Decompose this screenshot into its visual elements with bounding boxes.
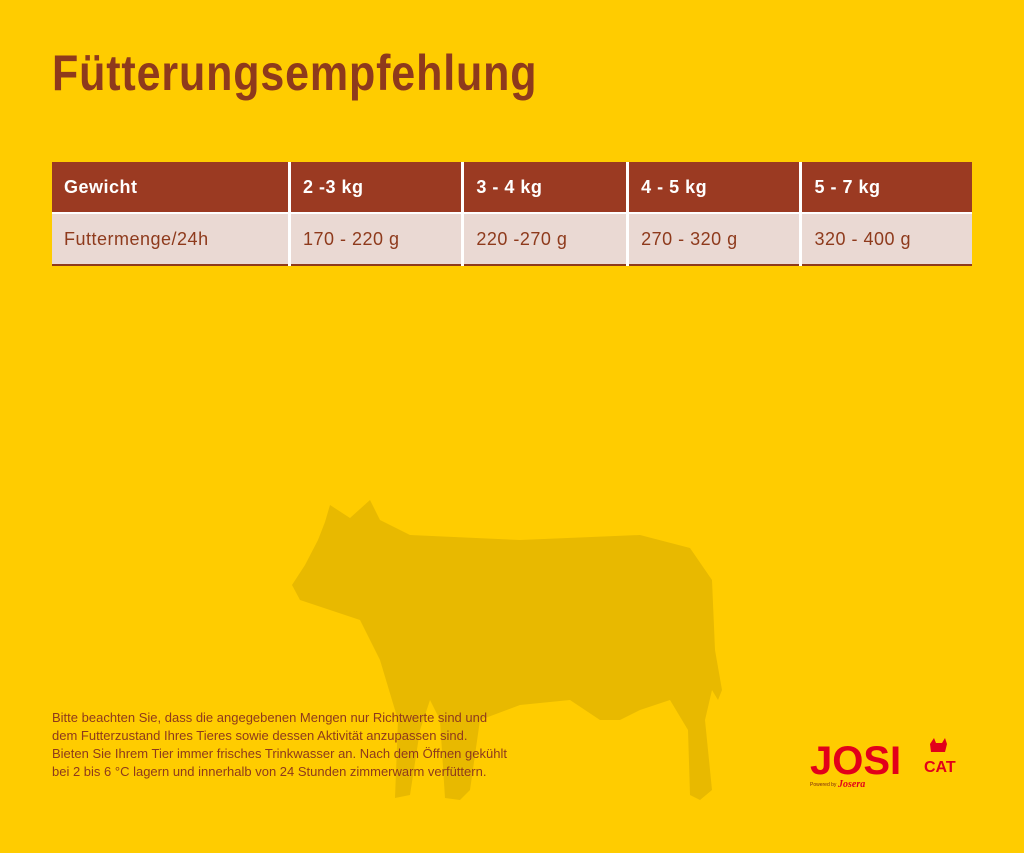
logo: JOSI CAT Powered by Josera	[810, 738, 956, 790]
data-row: Futtermenge/24h 170 - 220 g 220 -270 g 2…	[52, 213, 972, 266]
cell: Futtermenge/24h	[52, 213, 290, 266]
logo-brand: JOSI	[810, 739, 901, 783]
cat-icon	[930, 738, 947, 752]
note-line: Bitte beachten Sie, dass die angegebenen…	[52, 710, 488, 725]
cell: 320 - 400 g	[799, 213, 972, 266]
header-cell: 5 - 7 kg	[799, 162, 972, 214]
header-cell: 2 -3 kg	[287, 162, 463, 214]
note: Bitte beachten Sie, dass die angegebenen…	[52, 709, 507, 781]
title: Fütterungsempfehlung	[52, 45, 538, 101]
cell: 170 - 220 g	[287, 213, 463, 266]
logo-powered: Powered by	[810, 782, 837, 788]
note-line: dem Futterzustand Ihres Tieres sowie des…	[52, 728, 468, 743]
note-line: bei 2 bis 6 °C lagern und innerhalb von …	[52, 764, 487, 779]
header-cell: 4 - 5 kg	[626, 162, 801, 214]
header-cell: Gewicht	[52, 162, 290, 214]
logo-sub: CAT	[924, 759, 956, 776]
header-cell: 3 - 4 kg	[461, 162, 628, 214]
cell: 270 - 320 g	[626, 213, 801, 266]
note-line: Bieten Sie Ihrem Tier immer frisches Tri…	[52, 746, 507, 761]
cell: 220 -270 g	[461, 213, 628, 266]
header-row: Gewicht 2 -3 kg 3 - 4 kg 4 - 5 kg 5 - 7 …	[52, 162, 972, 214]
logo-maker: Josera	[837, 779, 865, 790]
feeding-table: Gewicht 2 -3 kg 3 - 4 kg 4 - 5 kg 5 - 7 …	[52, 162, 972, 266]
